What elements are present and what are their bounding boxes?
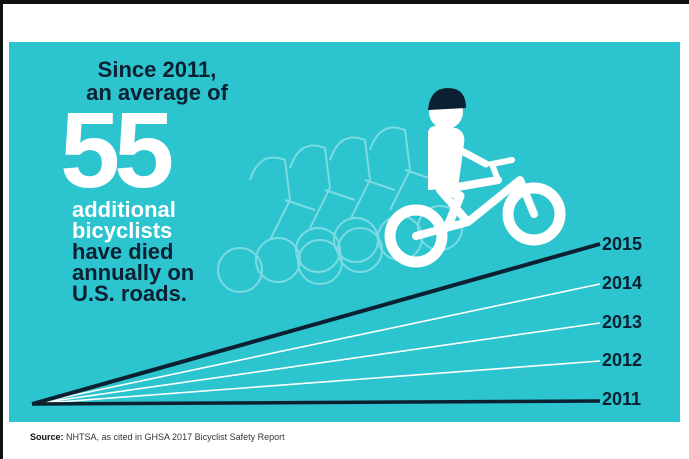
year-label-2011: 2011 xyxy=(602,389,642,409)
line-2014 xyxy=(31,283,601,405)
year-label-2013: 2013 xyxy=(602,312,643,332)
description-body: have died annually on U.S. roads. xyxy=(72,239,195,306)
frame-top-border xyxy=(0,0,689,4)
source-label: Source: xyxy=(30,432,64,442)
year-label-2014: 2014 xyxy=(602,273,643,293)
line-2015 xyxy=(31,242,601,406)
description-line-5: U.S. roads. xyxy=(72,281,187,306)
line-2011 xyxy=(31,399,601,406)
bicyclist-icon xyxy=(384,88,566,268)
line-2013 xyxy=(31,322,601,405)
description-line-1: additional xyxy=(72,197,176,222)
trend-lines xyxy=(31,242,601,406)
frame-left-border xyxy=(0,0,3,459)
source-text: NHTSA, as cited in GHSA 2017 Bicyclist S… xyxy=(63,432,285,442)
ghost-bicyclist-icon xyxy=(217,126,463,293)
headline: Since 2011, an average of xyxy=(62,58,252,104)
line-2012 xyxy=(31,360,601,405)
year-label-2015: 2015 xyxy=(602,234,643,254)
top-margin xyxy=(3,4,689,42)
description-line-2: bicyclists xyxy=(72,218,173,243)
description-highlight: additional bicyclists xyxy=(72,197,176,243)
big-number: 55 xyxy=(60,89,174,210)
year-label-2012: 2012 xyxy=(602,350,643,370)
description-line-4: annually on xyxy=(72,260,195,285)
source-note: Source: NHTSA, as cited in GHSA 2017 Bic… xyxy=(30,432,285,442)
description-line-3: have died xyxy=(72,239,174,264)
headline-line-2: an average of xyxy=(86,80,228,105)
headline-line-1: Since 2011, xyxy=(97,57,217,82)
